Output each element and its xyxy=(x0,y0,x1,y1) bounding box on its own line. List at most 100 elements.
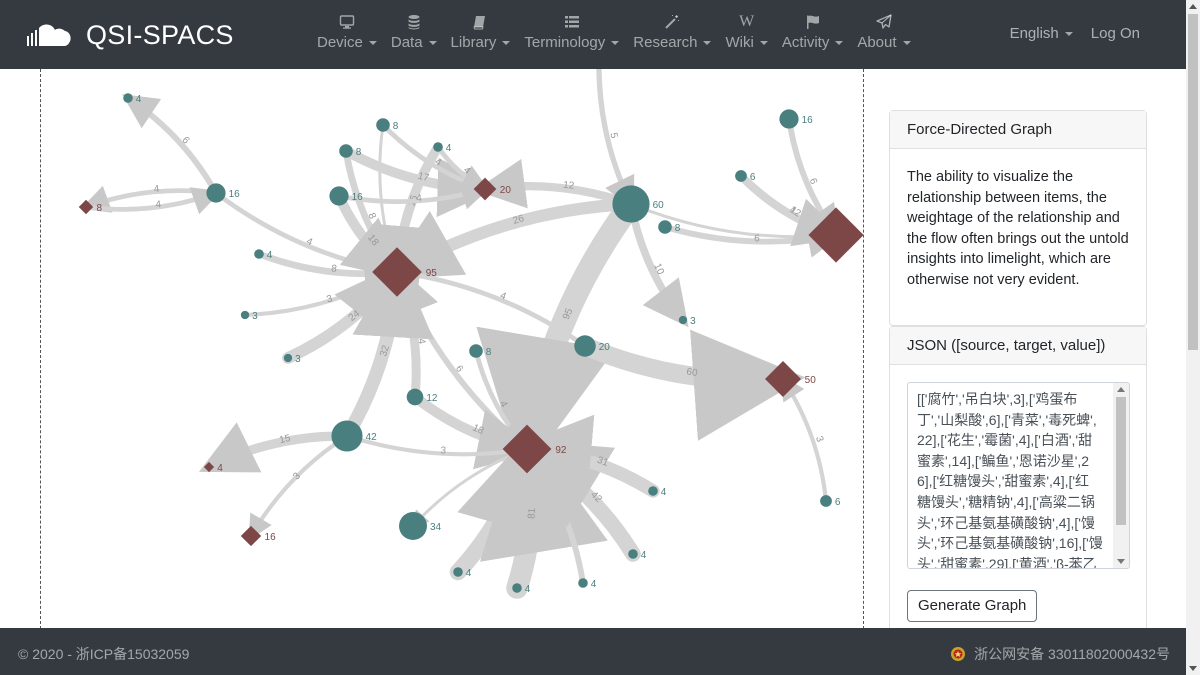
footer-police-text: 浙公网安备 33011802000432号 xyxy=(974,646,1170,662)
chevron-down-icon xyxy=(902,41,911,46)
node-value-label: 4 xyxy=(591,579,597,590)
graph-edge[interactable] xyxy=(575,329,806,441)
scroll-up-icon[interactable] xyxy=(1117,387,1125,392)
chevron-down-icon xyxy=(368,41,377,46)
graph-edges: 6448161744418483242612109564604614183231… xyxy=(80,69,846,599)
edge-weight-label: 12 xyxy=(563,180,576,192)
json-textarea[interactable]: [['腐竹','吊白块',3],['鸡蛋布丁','山梨酸',6],['青菜','… xyxy=(907,382,1130,569)
edge-weight-label: 31 xyxy=(596,455,610,469)
nav-device-label: Device xyxy=(317,34,363,51)
graph-node-diamond[interactable] xyxy=(808,207,863,263)
node-value-label: 20 xyxy=(500,185,512,196)
footer-copyright[interactable]: © 2020 - 浙ICP备15032059 xyxy=(18,646,190,662)
graph-edge[interactable] xyxy=(198,422,352,473)
graph-edge[interactable] xyxy=(248,433,350,541)
nav-activity[interactable]: Activity xyxy=(775,12,851,51)
node-value-label: 3 xyxy=(295,354,301,365)
graph-edge[interactable] xyxy=(476,192,643,477)
json-textarea-scrollbar[interactable] xyxy=(1113,383,1129,568)
graph-node-circle[interactable] xyxy=(574,335,596,357)
edge-weight-label: 8 xyxy=(331,263,338,275)
force-graph-info-card: Force-Directed Graph The ability to visu… xyxy=(889,110,1147,326)
graph-node-circle[interactable] xyxy=(339,144,353,158)
graph-node-circle[interactable] xyxy=(329,186,349,206)
graph-node-diamond[interactable] xyxy=(765,361,802,398)
edge-weight-label: 4 xyxy=(433,156,444,169)
nav-about[interactable]: About xyxy=(850,12,917,51)
graph-node-circle[interactable] xyxy=(578,578,588,588)
scroll-down-icon[interactable] xyxy=(1117,559,1125,564)
node-value-label: 4 xyxy=(446,143,452,154)
node-value-label: 12 xyxy=(426,393,438,404)
graph-node-circle[interactable] xyxy=(406,388,424,406)
graph-node-diamond[interactable] xyxy=(372,247,422,297)
nav-right: English Log On xyxy=(992,25,1140,42)
edge-weight-label: 6 xyxy=(453,364,465,375)
graph-node-diamond[interactable] xyxy=(240,525,262,547)
graph-node-circle[interactable] xyxy=(628,549,638,559)
graph-node-diamond[interactable] xyxy=(78,199,94,215)
graph-node-diamond[interactable] xyxy=(203,461,215,473)
graph-edge[interactable] xyxy=(627,200,689,328)
scroll-up-icon[interactable] xyxy=(1189,4,1197,9)
chevron-down-icon xyxy=(759,41,768,46)
node-value-label: 16 xyxy=(802,115,814,126)
graph-node-circle[interactable] xyxy=(283,353,293,363)
edge-weight-label: 8 xyxy=(365,211,377,221)
nav-device[interactable]: Device xyxy=(310,12,384,51)
graph-edge[interactable] xyxy=(780,374,829,504)
footer-police-record[interactable]: 浙公网安备 33011802000432号 xyxy=(950,644,1170,664)
graph-node-circle[interactable] xyxy=(658,220,672,234)
graph-edge[interactable] xyxy=(336,181,491,210)
graph-node-diamond[interactable] xyxy=(473,177,497,201)
graph-node-circle[interactable] xyxy=(820,495,832,507)
graph-node-circle[interactable] xyxy=(433,142,443,152)
graph-node-diamond[interactable] xyxy=(502,424,552,474)
graph-node-circle[interactable] xyxy=(376,118,390,132)
nav-library[interactable]: Library xyxy=(444,12,518,51)
graph-edge[interactable] xyxy=(83,187,222,215)
scroll-down-icon[interactable] xyxy=(1189,666,1197,671)
scroll-thumb[interactable] xyxy=(1116,397,1126,525)
generate-graph-button[interactable]: Generate Graph xyxy=(907,590,1038,622)
graph-node-circle[interactable] xyxy=(678,315,688,325)
graph-node-circle[interactable] xyxy=(453,567,463,577)
graph-node-circle[interactable] xyxy=(123,93,133,103)
edge-weight-label: 26 xyxy=(512,213,526,227)
nav-data[interactable]: Data xyxy=(384,12,444,51)
graph-node-circle[interactable] xyxy=(399,512,427,540)
graph-edge[interactable] xyxy=(122,94,219,196)
graph-node-circle[interactable] xyxy=(512,583,522,593)
nav-research[interactable]: Research xyxy=(626,12,718,51)
brand[interactable]: QSI-SPACS xyxy=(26,18,234,52)
graph-node-circle[interactable] xyxy=(612,185,650,223)
force-graph-card-title: Force-Directed Graph xyxy=(890,111,1146,149)
json-input-card: JSON ([source, target, value]) [['腐竹','吊… xyxy=(889,326,1147,637)
nav-wiki[interactable]: W Wiki xyxy=(718,12,774,51)
graph-node-circle[interactable] xyxy=(331,420,363,452)
graph-node-circle[interactable] xyxy=(735,170,747,182)
edge-weight-label: 14 xyxy=(415,332,428,345)
node-value-label: 20 xyxy=(599,342,611,353)
graph-node-circle[interactable] xyxy=(240,310,250,320)
force-graph-svg[interactable]: 6448161744418483242612109564604614183231… xyxy=(41,69,863,629)
page-scroll-thumb[interactable] xyxy=(1188,14,1198,350)
list-icon xyxy=(564,12,580,32)
main-nav: Device Data Library Terminology Research xyxy=(310,12,918,51)
node-value-label: 6 xyxy=(750,172,756,183)
language-dropdown[interactable]: English xyxy=(1010,25,1073,42)
node-value-label: 3 xyxy=(690,316,696,327)
graph-node-circle[interactable] xyxy=(206,183,226,203)
node-value-label: 4 xyxy=(641,550,647,561)
nav-terminology[interactable]: Terminology xyxy=(517,12,626,51)
page-scrollbar[interactable] xyxy=(1186,0,1200,675)
graph-node-circle[interactable] xyxy=(254,249,264,259)
node-value-label: 8 xyxy=(675,223,681,234)
graph-node-circle[interactable] xyxy=(648,486,658,496)
graph-node-circle[interactable] xyxy=(779,109,799,129)
graph-node-circle[interactable] xyxy=(469,344,483,358)
force-graph-canvas[interactable]: 6 4 4 8 16 17 4 4 4 18 4 8 3 24 26 12 10 95 6 4 60 4 6 14 18 32 3 1… xyxy=(40,69,864,629)
graph-edge[interactable] xyxy=(409,391,539,470)
cloud-logo-icon xyxy=(27,24,71,46)
login-link[interactable]: Log On xyxy=(1090,25,1140,42)
